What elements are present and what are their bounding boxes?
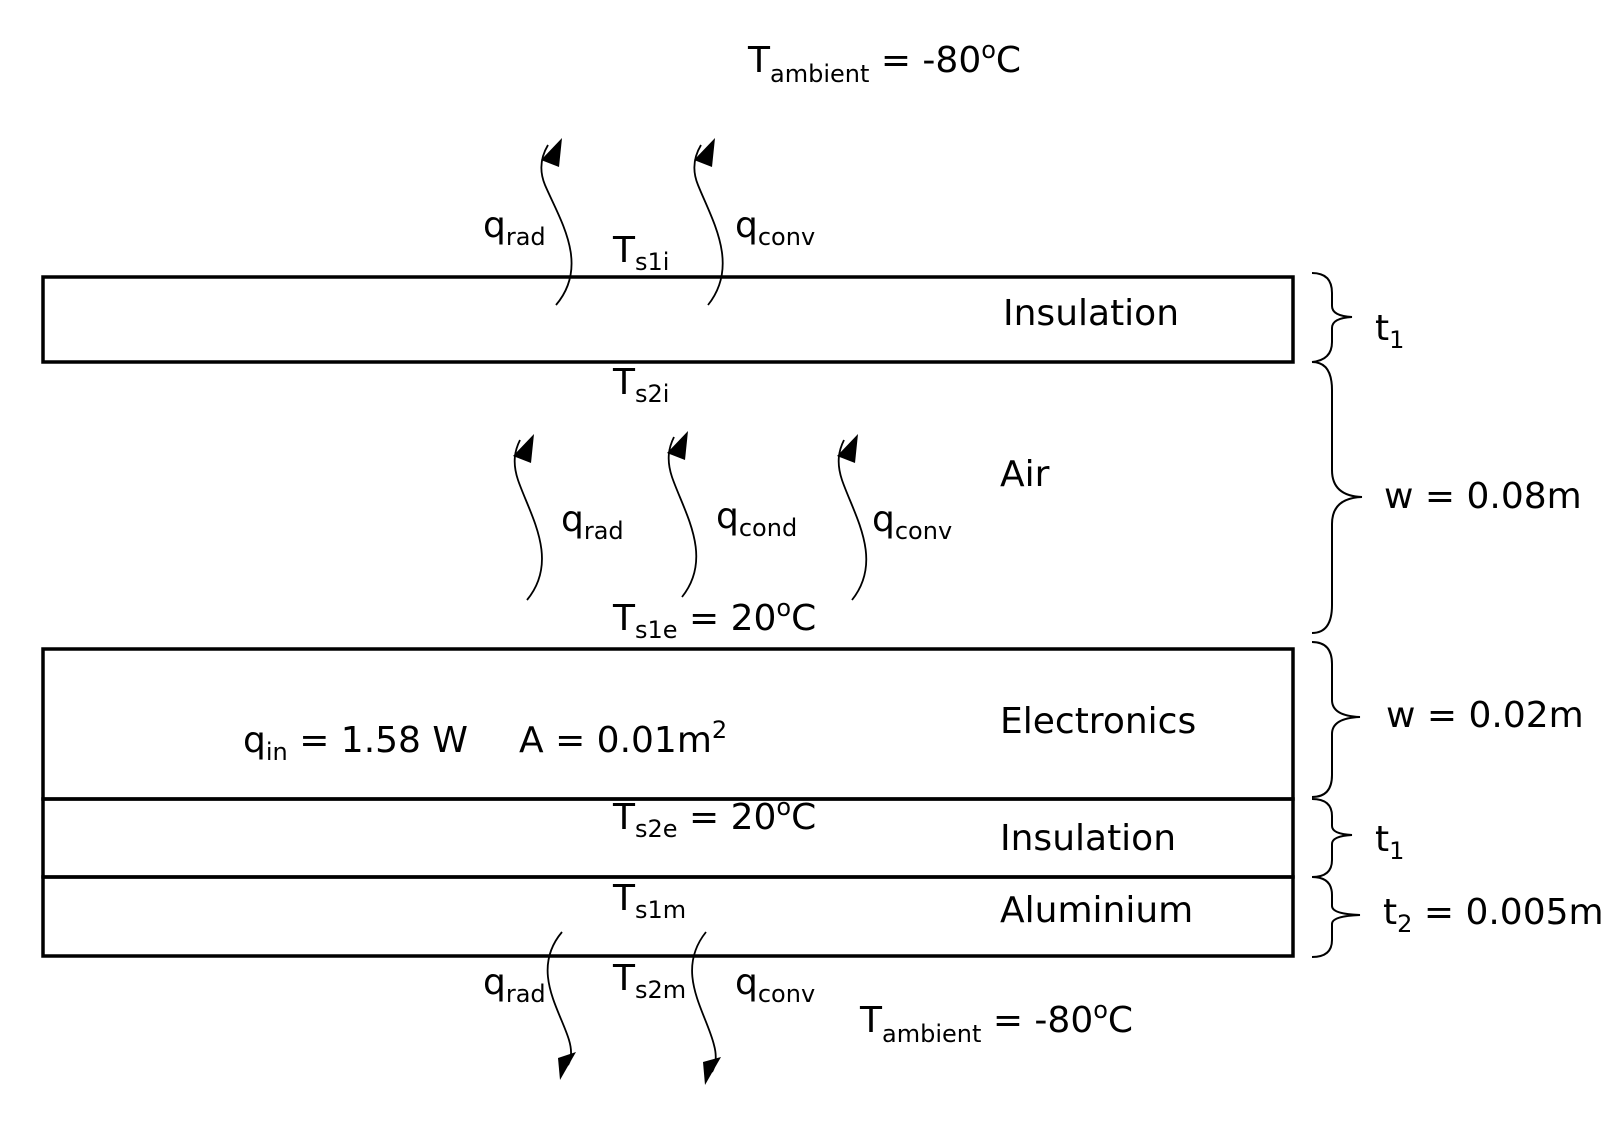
bottom-rad-arrow bbox=[546, 931, 576, 1080]
layer-insulation-top: Insulation bbox=[1003, 293, 1179, 334]
area-label: A = 0.01m2 bbox=[519, 716, 727, 761]
qin-label: qin = 1.58 W bbox=[243, 720, 468, 766]
brace-w-electronics bbox=[1311, 641, 1361, 798]
ts2i-label: Ts2i bbox=[612, 362, 669, 408]
dim-t1-bottom: t1 bbox=[1375, 819, 1404, 865]
air-rad-arrow bbox=[513, 434, 543, 601]
layer-electronics: Electronics bbox=[1000, 701, 1196, 742]
top-qconv-label: qconv bbox=[735, 205, 815, 251]
brace-t1-bottom bbox=[1311, 798, 1353, 878]
bottom-conv-arrow bbox=[691, 931, 721, 1085]
air-qconv-label: qconv bbox=[872, 499, 952, 545]
ts1m-label: Ts1m bbox=[612, 878, 686, 924]
air-qrad-label: qrad bbox=[561, 499, 624, 545]
ambient-bottom-label: Tambient = -80oC bbox=[859, 996, 1133, 1048]
air-cond-arrow bbox=[667, 431, 698, 598]
insulation-top-box bbox=[41, 275, 1295, 364]
layer-aluminium: Aluminium bbox=[1000, 890, 1193, 931]
ts1i-label: Ts1i bbox=[612, 230, 669, 276]
brace-t2 bbox=[1311, 876, 1361, 958]
top-qrad-label: qrad bbox=[483, 205, 546, 251]
bottom-qrad-label: qrad bbox=[483, 962, 546, 1008]
bottom-qconv-label: qconv bbox=[735, 962, 815, 1008]
brace-w-air bbox=[1311, 361, 1363, 634]
aluminium-box bbox=[41, 875, 1295, 958]
ts1e-label: Ts1e = 20oC bbox=[612, 594, 816, 644]
ambient-top-label: Tambient = -80oC bbox=[747, 36, 1021, 88]
brace-t1-top bbox=[1311, 272, 1353, 363]
air-conv-arrow bbox=[837, 434, 868, 601]
air-qcond-label: qcond bbox=[716, 496, 797, 542]
top-rad-arrow bbox=[540, 138, 573, 306]
dim-t1-top: t1 bbox=[1375, 308, 1404, 354]
dim-w-electronics: w = 0.02m bbox=[1386, 695, 1584, 736]
layer-insulation-bottom: Insulation bbox=[1000, 818, 1176, 859]
ts2m-label: Ts2m bbox=[612, 958, 686, 1004]
layer-air: Air bbox=[1000, 454, 1050, 495]
ts2e-label: Ts2e = 20oC bbox=[612, 793, 816, 843]
top-conv-arrow bbox=[693, 138, 724, 306]
dim-w-air: w = 0.08m bbox=[1384, 476, 1582, 517]
dim-t2: t2 = 0.005m bbox=[1383, 892, 1604, 938]
